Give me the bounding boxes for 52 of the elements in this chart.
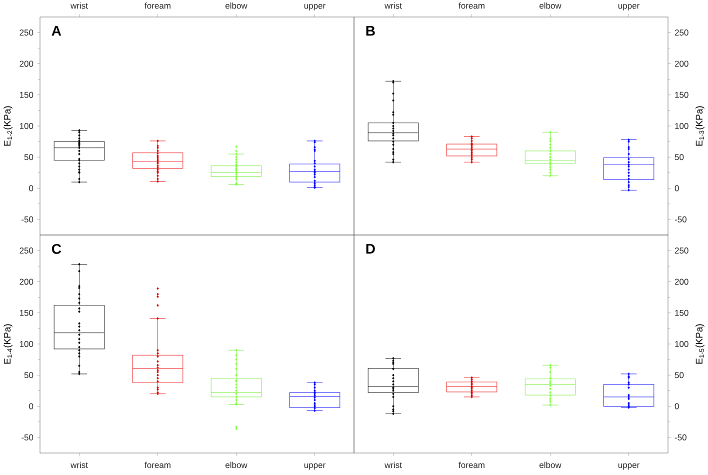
y-axis-title: E$_{1-2}$(KPa) [4, 106, 12, 146]
x-tick-label: wrist [70, 462, 88, 468]
x-tick-label: upper [304, 4, 326, 10]
x-tick-label: upper [304, 463, 326, 470]
x-tick-label: wrist [384, 462, 402, 468]
y-tick-label: 250 [20, 248, 34, 254]
y-tick-label: 250 [674, 248, 688, 254]
y-tick-label: 100 [675, 122, 688, 129]
x-tick-label: foream [458, 462, 484, 468]
y-tick-label: -50 [22, 434, 34, 440]
chart-title: C [52, 244, 62, 254]
x-tick-label: foream [144, 2, 170, 9]
y-axis-title: E$_{1-5}$(KPa) [696, 324, 704, 364]
y-tick-label: 50 [674, 154, 684, 160]
y-tick-label: 250 [20, 30, 34, 36]
x-tick-label: wrist [70, 2, 88, 9]
x-tick-label: elbow [226, 2, 248, 9]
x-tick-label: wrist [384, 2, 402, 9]
chart-title: B [366, 26, 375, 36]
y-tick-label: -50 [674, 216, 686, 222]
x-tick-label: elbow [540, 462, 562, 468]
x-tick-label: elbow [226, 462, 248, 468]
x-tick-label: upper [618, 463, 640, 470]
y-axis-title: E$_{1-3}$(KPa) [696, 106, 704, 146]
y-tick-label: 200 [674, 60, 688, 67]
y-tick-label: 150 [20, 310, 34, 316]
y-tick-label: 0 [674, 185, 679, 192]
chart-title: A [52, 26, 62, 36]
y-tick-label: -50 [674, 434, 686, 440]
y-tick-label: 50 [24, 154, 34, 160]
y-tick-label: 50 [24, 372, 34, 378]
y-tick-label: 50 [674, 372, 684, 378]
y-tick-label: 250 [674, 30, 688, 36]
y-tick-label: 100 [20, 122, 34, 129]
y-tick-label: 0 [29, 185, 34, 192]
y-axis-title: E$_{1-4}$(KPa) [4, 324, 12, 364]
y-tick-label: 100 [20, 340, 34, 348]
y-tick-label: 150 [675, 310, 688, 316]
x-tick-label: elbow [540, 2, 562, 9]
y-tick-label: 100 [675, 340, 688, 348]
y-tick-label: -50 [22, 216, 34, 222]
chart-title: D [366, 244, 375, 254]
y-tick-label: 200 [674, 278, 688, 285]
y-tick-label: 0 [674, 403, 679, 410]
y-tick-label: 150 [20, 92, 34, 98]
y-tick-label: 150 [675, 92, 688, 98]
y-tick-label: 0 [29, 403, 34, 410]
y-tick-label: 200 [20, 60, 34, 67]
y-tick-label: 200 [20, 278, 34, 285]
x-tick-label: upper [618, 4, 640, 10]
x-tick-label: foream [144, 462, 170, 468]
x-tick-label: foream [458, 2, 484, 9]
